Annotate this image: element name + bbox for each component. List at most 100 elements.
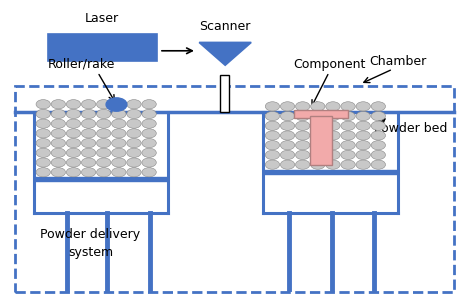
Circle shape (341, 111, 355, 121)
Circle shape (142, 158, 156, 167)
Circle shape (265, 160, 280, 169)
Circle shape (36, 119, 50, 128)
Circle shape (265, 131, 280, 140)
Circle shape (356, 131, 370, 140)
Circle shape (326, 121, 340, 131)
Circle shape (112, 158, 126, 167)
Circle shape (265, 102, 280, 111)
Circle shape (106, 98, 127, 111)
Circle shape (82, 138, 96, 148)
Bar (15, 86, 455, 292)
Circle shape (371, 102, 385, 111)
Circle shape (97, 129, 111, 138)
Circle shape (66, 100, 81, 109)
Circle shape (51, 158, 65, 167)
Circle shape (310, 111, 325, 121)
Circle shape (127, 168, 141, 177)
Circle shape (295, 160, 310, 169)
Circle shape (310, 131, 325, 140)
Circle shape (36, 148, 50, 157)
Circle shape (295, 111, 310, 121)
Circle shape (127, 138, 141, 148)
Circle shape (341, 141, 355, 150)
Polygon shape (199, 42, 251, 65)
Circle shape (371, 131, 385, 140)
Text: Scanner: Scanner (200, 20, 251, 33)
Circle shape (341, 121, 355, 131)
Circle shape (127, 109, 141, 119)
Circle shape (97, 158, 111, 167)
Circle shape (66, 158, 81, 167)
Bar (310, 116, 331, 165)
Bar (263, 170, 398, 174)
Circle shape (326, 111, 340, 121)
Circle shape (66, 138, 81, 148)
Circle shape (326, 131, 340, 140)
Circle shape (82, 129, 96, 138)
Circle shape (36, 168, 50, 177)
Circle shape (97, 138, 111, 148)
Circle shape (97, 168, 111, 177)
Circle shape (82, 148, 96, 157)
Circle shape (371, 160, 385, 169)
Circle shape (127, 100, 141, 109)
Circle shape (371, 150, 385, 160)
Circle shape (326, 160, 340, 169)
Circle shape (265, 111, 280, 121)
Circle shape (326, 141, 340, 150)
Circle shape (371, 141, 385, 150)
Circle shape (142, 109, 156, 119)
Circle shape (127, 119, 141, 128)
Circle shape (356, 160, 370, 169)
Circle shape (112, 100, 126, 109)
Circle shape (142, 148, 156, 157)
Text: Powder delivery
system: Powder delivery system (40, 228, 141, 259)
Circle shape (371, 111, 385, 121)
Circle shape (265, 121, 280, 131)
Circle shape (356, 102, 370, 111)
Circle shape (36, 138, 50, 148)
Circle shape (82, 109, 96, 119)
Circle shape (97, 100, 111, 109)
Circle shape (82, 119, 96, 128)
Circle shape (112, 129, 126, 138)
Circle shape (310, 141, 325, 150)
Circle shape (66, 129, 81, 138)
Circle shape (281, 150, 295, 160)
Bar (48, 34, 156, 61)
Bar (294, 110, 348, 118)
Circle shape (51, 119, 65, 128)
Text: Roller/rake: Roller/rake (47, 58, 115, 70)
Circle shape (36, 158, 50, 167)
Circle shape (51, 100, 65, 109)
Circle shape (97, 148, 111, 157)
Circle shape (341, 131, 355, 140)
Circle shape (51, 109, 65, 119)
Circle shape (66, 109, 81, 119)
Circle shape (295, 150, 310, 160)
Circle shape (281, 131, 295, 140)
Text: Powder bed: Powder bed (374, 122, 447, 135)
Bar (220, 75, 229, 112)
Circle shape (326, 150, 340, 160)
Circle shape (127, 129, 141, 138)
Circle shape (51, 129, 65, 138)
Circle shape (142, 168, 156, 177)
Circle shape (66, 148, 81, 157)
Circle shape (51, 148, 65, 157)
Circle shape (326, 102, 340, 111)
Text: Component: Component (293, 58, 365, 70)
Text: Chamber: Chamber (369, 55, 427, 68)
Circle shape (356, 121, 370, 131)
Circle shape (341, 160, 355, 169)
Circle shape (66, 119, 81, 128)
Circle shape (82, 100, 96, 109)
Circle shape (310, 150, 325, 160)
Circle shape (281, 102, 295, 111)
Circle shape (356, 111, 370, 121)
Circle shape (310, 160, 325, 169)
Circle shape (356, 141, 370, 150)
Circle shape (281, 121, 295, 131)
Circle shape (310, 102, 325, 111)
Circle shape (341, 150, 355, 160)
